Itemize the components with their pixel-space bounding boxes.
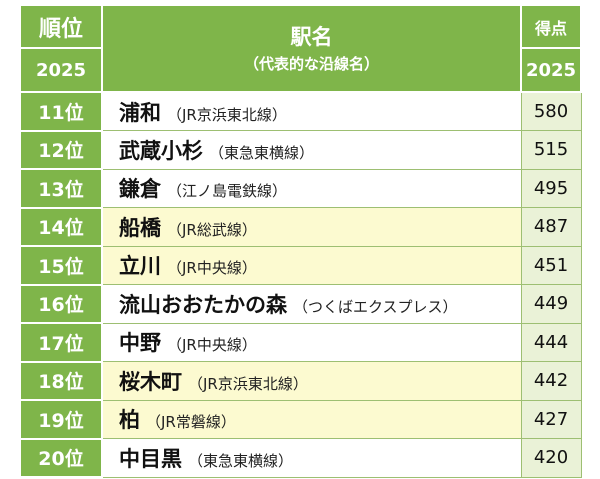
- score-cell: 420: [520, 438, 582, 478]
- station-cell: 流山おおたかの森 （つくばエクスプレス）: [101, 284, 522, 324]
- score-cell: 515: [520, 130, 582, 170]
- score-cell: 449: [520, 284, 582, 324]
- score-cell: 580: [520, 91, 582, 131]
- rank-cell: 20位: [19, 437, 103, 478]
- station-cell: 浦和 （JR京浜東北線）: [101, 91, 522, 131]
- station-cell: 武蔵小杉 （東急東横線）: [101, 130, 522, 170]
- rank-cell: 18位: [19, 360, 103, 401]
- rank-cell: 17位: [19, 322, 103, 363]
- score-cell: 427: [520, 399, 582, 439]
- ranking-table: 順位 駅名 （代表的な沿線名） 得点 2025 2025 11位 浦和 （JR京浜東…: [19, 4, 582, 478]
- table-row: 19位柏 （JR常磐線） 427: [19, 399, 582, 440]
- score-cell: 451: [520, 245, 582, 285]
- table-row: 15位 立川 （JR中央線） 451: [19, 245, 582, 286]
- line-name: （東急東横線）: [209, 143, 315, 162]
- table-row: 18位 桜木町 （JR京浜東北線） 442: [19, 360, 582, 401]
- line-name: （JR中央線）: [167, 259, 257, 278]
- score-cell: 442: [520, 361, 582, 401]
- line-name: （JR常磐線）: [146, 413, 236, 432]
- table-row: 20位 中目黒 （東急東横線） 420: [19, 437, 582, 478]
- line-name: （JR中央線）: [167, 336, 257, 355]
- station-name: 武蔵小杉: [119, 138, 203, 163]
- station-cell: 桜木町 （JR京浜東北線）: [101, 361, 522, 401]
- rank-cell: 11位: [19, 91, 103, 132]
- station-name: 桜木町: [119, 369, 182, 394]
- line-name: （東急東横線）: [188, 451, 294, 470]
- table-row: 12位 武蔵小杉 （東急東横線） 515: [19, 129, 582, 170]
- rank-cell: 19位: [19, 399, 103, 440]
- station-name: 柏: [119, 408, 140, 433]
- rank-header-year: 2025: [19, 47, 103, 93]
- rank-header-label: 順位: [19, 4, 103, 49]
- station-name: 立川: [119, 254, 161, 279]
- station-name: 浦和: [119, 100, 161, 125]
- station-name: 船橋: [119, 215, 161, 240]
- rank-cell: 16位: [19, 283, 103, 324]
- station-header: 駅名 （代表的な沿線名）: [101, 4, 522, 93]
- station-name: 流山おおたかの森: [119, 292, 287, 317]
- score-header-label: 得点: [520, 4, 582, 49]
- table-row: 17位 中野 （JR中央線） 444: [19, 322, 582, 363]
- line-name: （つくばエクスプレス）: [293, 297, 458, 316]
- rank-cell: 15位: [19, 245, 103, 286]
- station-header-sublabel: （代表的な沿線名）: [243, 54, 379, 73]
- table-row: 11位 浦和 （JR京浜東北線） 580: [19, 91, 582, 132]
- station-header-label: 駅名: [290, 24, 333, 49]
- table-row: 16位 流山おおたかの森 （つくばエクスプレス） 449: [19, 283, 582, 324]
- score-cell: 495: [520, 168, 582, 208]
- ranking-table-container: 順位 駅名 （代表的な沿線名） 得点 2025 2025 11位 浦和 （JR京浜東…: [19, 4, 582, 478]
- table-row: 14位 船橋 （JR総武線） 487: [19, 206, 582, 247]
- score-header-year: 2025: [520, 47, 582, 93]
- line-name: （JR京浜東北線）: [167, 105, 287, 124]
- station-cell: 中目黒 （東急東横線）: [101, 438, 522, 478]
- station-cell: 立川 （JR中央線）: [101, 245, 522, 285]
- line-name: （江ノ島電鉄線）: [167, 182, 288, 201]
- station-name: 鎌倉: [119, 177, 161, 202]
- rank-cell: 13位: [19, 168, 103, 209]
- rank-cell: 12位: [19, 129, 103, 170]
- rank-cell: 14位: [19, 206, 103, 247]
- station-cell: 中野 （JR中央線）: [101, 322, 522, 362]
- score-cell: 444: [520, 322, 582, 362]
- station-cell: 柏 （JR常磐線）: [101, 399, 522, 439]
- table-row: 13位 鎌倉 （江ノ島電鉄線） 495: [19, 168, 582, 209]
- score-cell: 487: [520, 207, 582, 247]
- station-cell: 船橋 （JR総武線）: [101, 207, 522, 247]
- station-name: 中野: [119, 331, 161, 356]
- line-name: （JR京浜東北線）: [188, 374, 308, 393]
- station-cell: 鎌倉 （江ノ島電鉄線）: [101, 168, 522, 208]
- station-name: 中目黒: [119, 446, 182, 471]
- line-name: （JR総武線）: [167, 220, 257, 239]
